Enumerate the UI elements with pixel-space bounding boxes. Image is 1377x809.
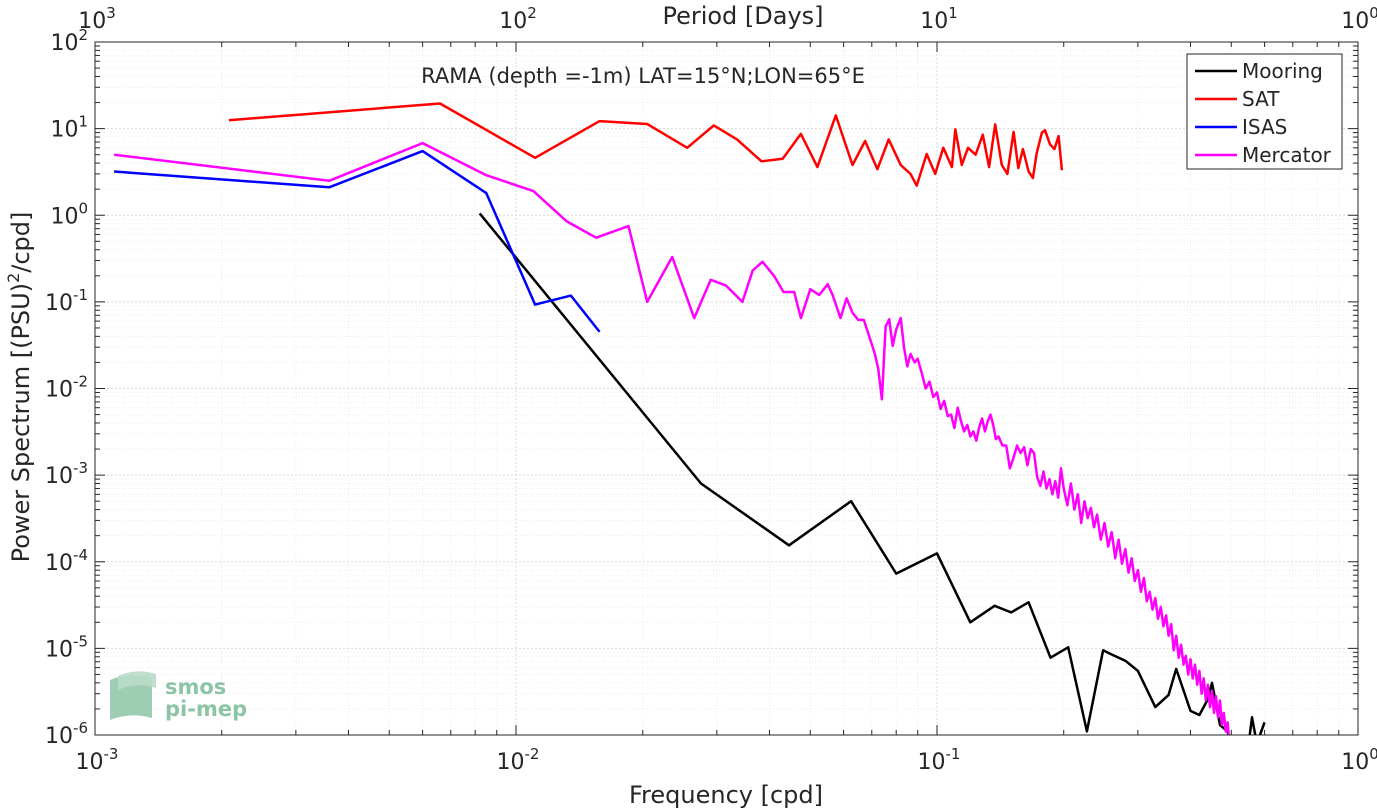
top-tick-label: 100 (1341, 4, 1377, 34)
series-line-isas (114, 149, 601, 333)
legend: Mooring SAT ISAS Mercator (1186, 53, 1343, 170)
y-axis-label: Power Spectrum [(PSU)2/cpd] (4, 212, 35, 563)
x-tick-label: 10-2 (497, 745, 540, 775)
y-tick-label: 10-1 (45, 286, 88, 316)
y-tick-labels: 10-6 10-5 10-4 10-3 10-2 10-1 100 101 102 (45, 26, 88, 749)
y-axis-label-tail: /cpd] (7, 212, 35, 273)
y-axis-label-sup: 2 (4, 273, 23, 283)
series-line-sat (228, 102, 1064, 187)
x-tick-label: 10-3 (76, 745, 119, 775)
tick-marks (94, 42, 1358, 736)
series-layer (113, 102, 1266, 735)
y-tick-label: 10-6 (45, 719, 88, 749)
top-tick-label: 101 (920, 4, 958, 34)
legend-label-sat: SAT (1242, 87, 1280, 111)
logo-line2: pi-mep (165, 697, 247, 721)
y-tick-label: 10-4 (45, 546, 88, 576)
top-tick-label: 102 (499, 4, 537, 34)
top-tick-labels: 103 102 101 100 (78, 4, 1377, 34)
x-tick-labels: 10-3 10-2 10-1 100 (76, 745, 1377, 775)
grid (94, 42, 1358, 736)
legend-label-mooring: Mooring (1242, 59, 1323, 83)
series-line-mercator (113, 141, 1230, 735)
y-tick-label: 101 (50, 113, 88, 143)
logo: smos pi-mep (110, 671, 247, 721)
chart-title: RAMA (depth =-1m) LAT=15°N;LON=65°E (421, 64, 865, 88)
x-tick-label: 10-1 (918, 745, 961, 775)
legend-label-isas: ISAS (1242, 115, 1287, 139)
y-tick-label: 10-2 (45, 373, 88, 403)
x-tick-label: 100 (1341, 745, 1377, 775)
legend-box (1186, 53, 1343, 170)
y-tick-label: 100 (50, 199, 88, 229)
x-axis-label: Frequency [cpd] (629, 781, 823, 809)
y-tick-label: 102 (50, 26, 88, 56)
logo-waves-icon-back (118, 671, 156, 690)
y-axis-label-main: Power Spectrum [(PSU) (7, 283, 35, 562)
y-tick-label: 10-5 (45, 632, 88, 662)
legend-label-mercator: Mercator (1242, 143, 1332, 167)
y-tick-label: 10-3 (45, 459, 88, 489)
top-tick-label: 103 (78, 4, 116, 34)
top-axis-label: Period [Days] (662, 2, 823, 30)
logo-line1: smos (165, 675, 226, 699)
